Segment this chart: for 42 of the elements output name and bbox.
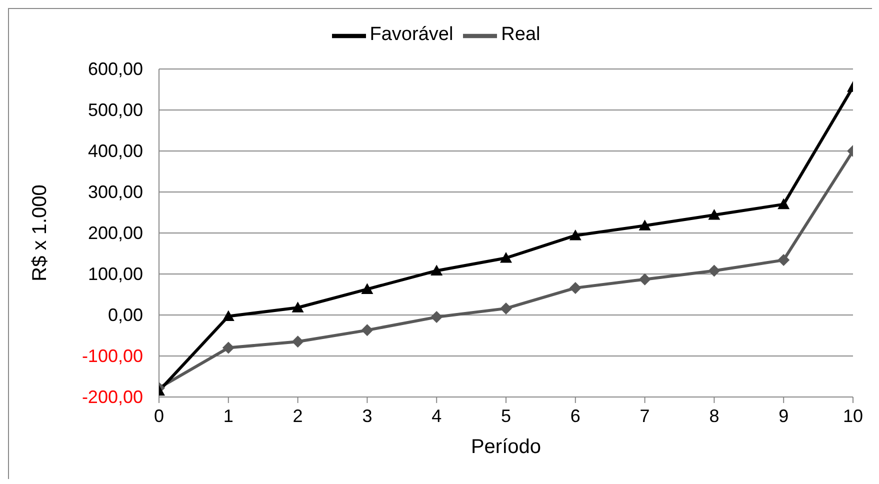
point xyxy=(708,208,720,220)
point xyxy=(569,229,582,240)
point xyxy=(222,342,234,354)
point xyxy=(222,310,234,322)
x-tick-label: 3 xyxy=(362,406,372,426)
x-tick-label: 5 xyxy=(500,406,512,426)
point xyxy=(361,283,374,294)
point xyxy=(500,302,512,314)
x-tick-label: 0 xyxy=(154,406,164,426)
point xyxy=(708,264,720,277)
x-tick-label: 2 xyxy=(292,406,303,426)
y-tick-label: -100,00 xyxy=(82,346,143,366)
y-tick-label: 500,00 xyxy=(88,100,143,120)
x-tick-label: 9 xyxy=(778,406,789,426)
point xyxy=(778,198,790,210)
point xyxy=(638,273,651,286)
y-tick-label: 200,00 xyxy=(88,223,143,243)
point xyxy=(361,324,374,336)
point xyxy=(638,220,651,230)
y-tick-label: 600,00 xyxy=(88,59,143,79)
x-tick-label: 6 xyxy=(570,406,580,426)
x-tick-label: 1 xyxy=(223,406,234,426)
point xyxy=(778,254,790,266)
y-tick-label: 300,00 xyxy=(88,182,143,202)
point xyxy=(500,252,512,263)
point xyxy=(569,282,582,294)
legend-label: Real xyxy=(501,24,540,46)
point xyxy=(292,336,304,348)
point xyxy=(292,302,304,312)
y-tick-label: 100,00 xyxy=(88,264,143,284)
x-tick-label: 4 xyxy=(432,406,442,426)
point xyxy=(430,311,443,324)
point xyxy=(430,264,443,276)
y-tick-label: 0,00 xyxy=(108,305,143,325)
y-axis-title: R$ x 1.000 xyxy=(29,184,52,282)
y-tick-label: -200,00 xyxy=(82,387,143,407)
x-axis-title: Período xyxy=(470,436,542,458)
x-tick-label: 7 xyxy=(640,406,650,426)
legend-label: Favorável xyxy=(370,24,454,46)
x-tick-label: 8 xyxy=(709,406,720,426)
y-tick-label: 400,00 xyxy=(88,141,143,161)
x-tick-label: 10 xyxy=(842,406,864,426)
